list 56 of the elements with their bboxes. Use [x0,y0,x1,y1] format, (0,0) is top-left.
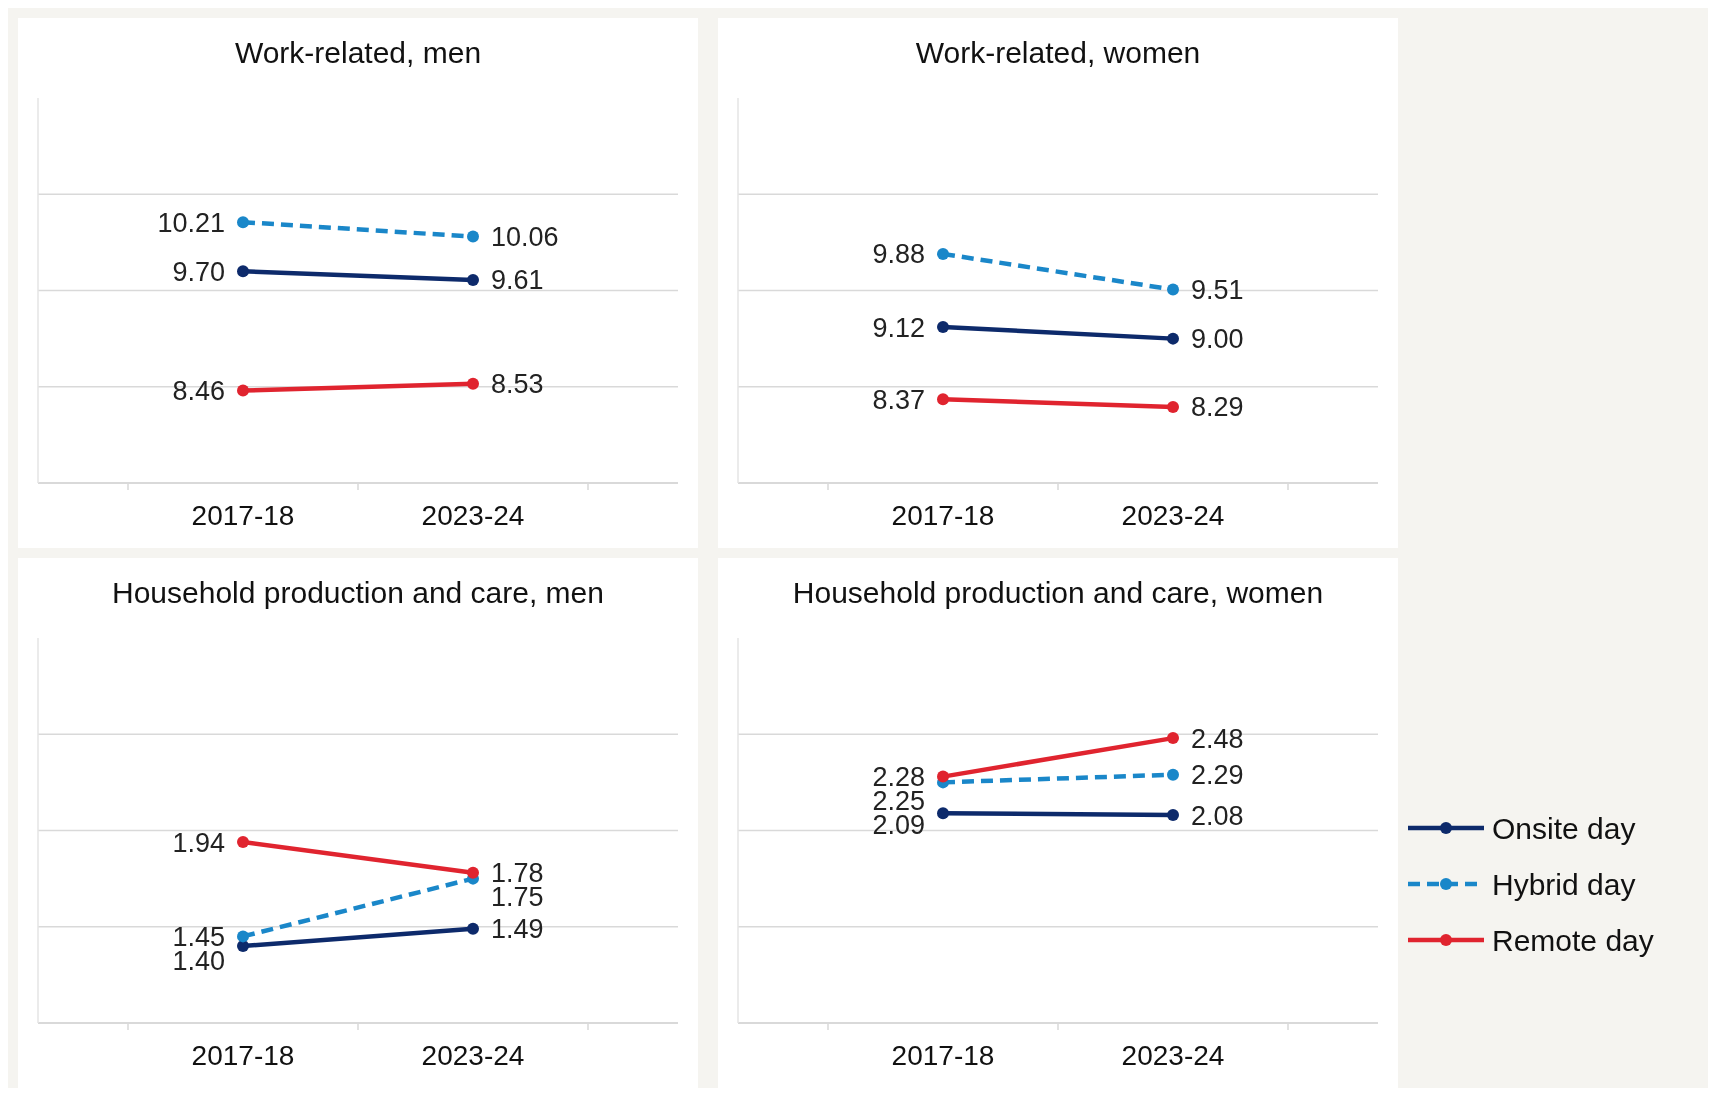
x-tick-label: 2023-24 [421,1040,525,1071]
point [937,321,949,334]
point [467,377,479,390]
point [237,940,249,952]
x-tick-label: 2023-24 [421,500,525,531]
data-label: 9.61 [491,265,544,296]
data-label: 10.06 [491,222,559,253]
data-label: 9.12 [872,312,925,343]
point [467,922,479,935]
data-label: 9.00 [1191,324,1244,355]
data-label: 9.70 [172,256,225,287]
point [937,247,949,260]
x-tick-label: 2023-24 [1121,1040,1225,1071]
data-label: 2.09 [872,810,925,841]
point [1167,332,1179,345]
x-tick-label: 2023-24 [1121,500,1225,531]
point [937,807,949,820]
point [467,230,479,243]
point [237,384,249,397]
point [237,216,249,229]
x-tick-label: 2017-18 [891,1040,995,1071]
point [937,393,949,406]
data-label: 2.29 [1191,760,1244,791]
point [237,930,249,943]
data-label: 10.21 [157,207,225,238]
data-label: 1.75 [491,882,544,913]
chart-title: Household production and care, women [792,576,1324,609]
point [1167,732,1179,745]
legend-label: Remote day [1492,923,1654,957]
point [1167,283,1179,296]
point [237,265,249,278]
chart-title: Work-related, women [915,36,1201,69]
point [237,836,249,849]
data-label: 8.53 [491,369,544,400]
point [467,273,479,286]
data-label: 2.48 [1191,723,1244,754]
data-label: 8.46 [172,376,225,407]
point [937,770,949,783]
data-label: 2.08 [1191,800,1244,831]
point [1167,809,1179,822]
data-label: 8.37 [872,384,925,415]
point [467,866,479,879]
chart-title: Household production and care, men [112,576,604,609]
data-label: 8.29 [1191,392,1244,423]
legend-label: Onsite day [1492,811,1636,845]
x-tick-label: 2017-18 [891,500,995,531]
data-label: 9.88 [872,239,925,270]
x-tick-label: 2017-18 [191,500,295,531]
point [1167,768,1179,781]
data-label: 1.49 [491,914,544,945]
data-label: 9.51 [1191,274,1244,305]
data-label: 1.94 [172,827,225,858]
point [1167,400,1179,413]
chart-title: Work-related, men [234,36,482,69]
legend-label: Hybrid day [1492,867,1636,901]
x-tick-label: 2017-18 [191,1040,295,1071]
